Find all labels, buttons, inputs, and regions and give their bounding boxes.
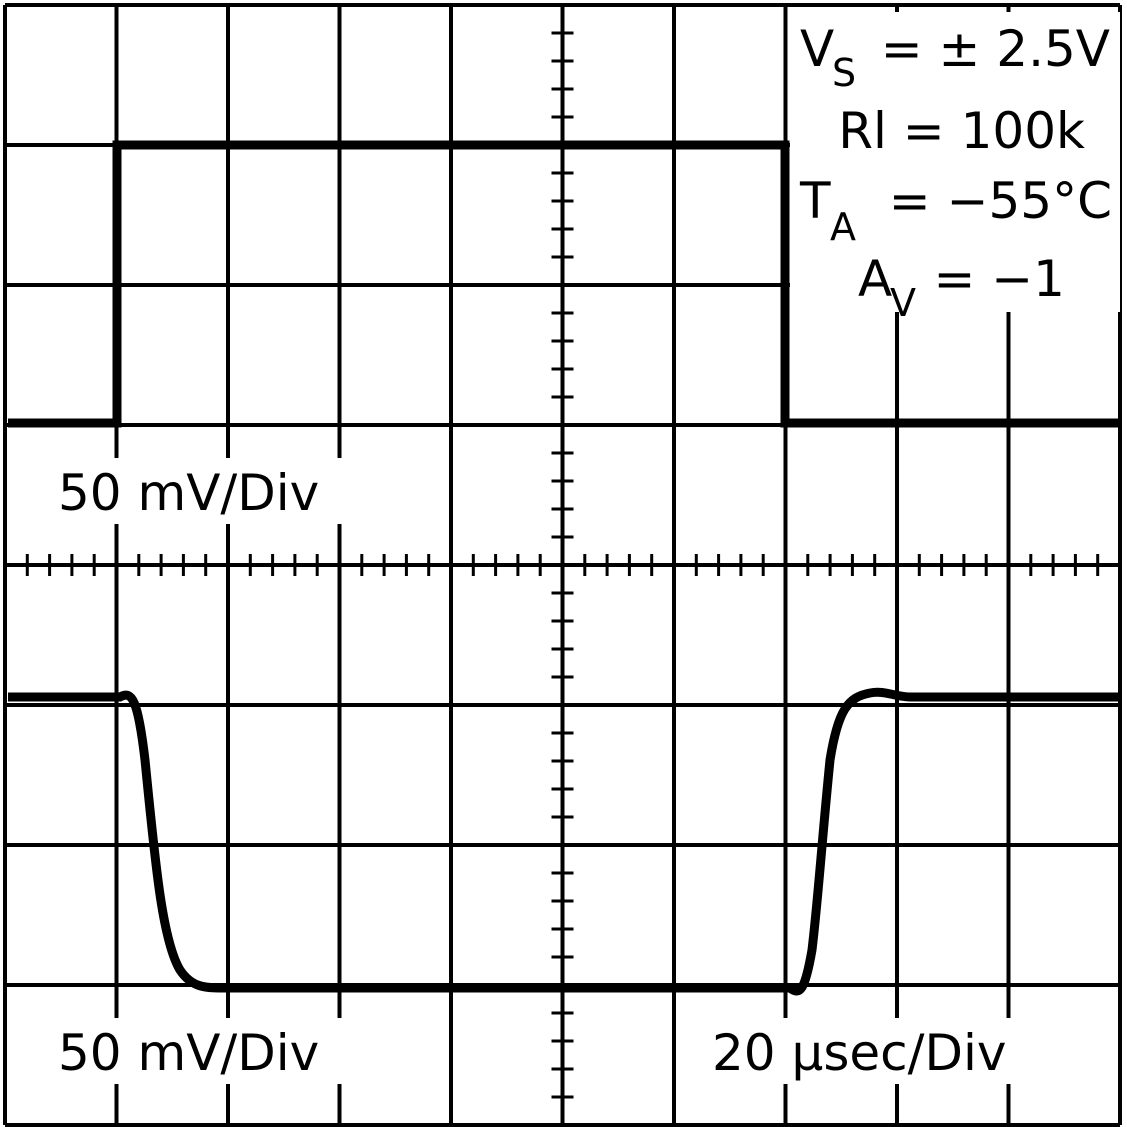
output-trace: [8, 687, 1122, 996]
center-ticks: [3, 3, 1122, 1127]
time-scale-label: 20 μsec/Div: [712, 1024, 1006, 1082]
label-background: [705, 1018, 1095, 1084]
label-background: [45, 458, 375, 524]
input-trace: [8, 140, 1122, 428]
label-background: [45, 1018, 375, 1084]
supply-subscript: S: [832, 51, 856, 95]
supply-symbol: V: [800, 20, 834, 78]
top-scale-label: 50 mV/Div: [58, 464, 319, 522]
gain-subscript: V: [890, 281, 916, 325]
load-value: Rl = 100k: [838, 102, 1085, 160]
temperature-value: = −55°C: [889, 172, 1112, 230]
temperature-symbol: T: [799, 172, 831, 230]
temperature-subscript: A: [830, 205, 856, 249]
bottom-scale-label: 50 mV/Div: [58, 1024, 319, 1082]
gain-symbol: A: [858, 250, 892, 308]
label-background: [790, 12, 1120, 312]
annotation-box: [45, 12, 1120, 1084]
gain-value: = −1: [934, 250, 1066, 308]
supply-value: = ± 2.5V: [881, 20, 1110, 78]
